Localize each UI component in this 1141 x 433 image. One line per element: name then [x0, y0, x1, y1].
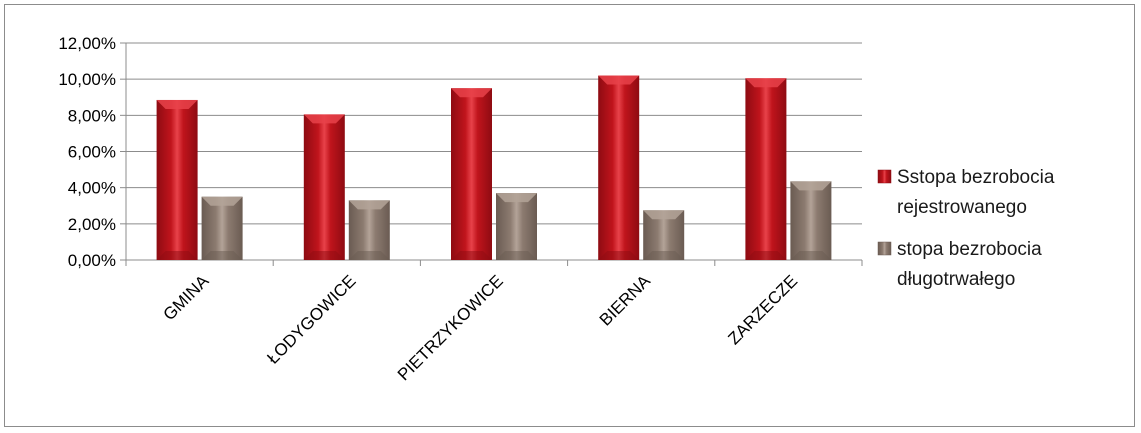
bar-chart: 0,00% 2,00% 4,00% 6,00% 8,00% 10,00% 12,00% GMI…: [58, 34, 1055, 384]
bar-body: [790, 181, 832, 260]
legend-entry-0: Sstopa bezrobocia rejestrowanego: [877, 167, 1055, 218]
bar-bevel-top: [643, 210, 685, 220]
bar-bevel-bottom: [598, 251, 640, 260]
bar-bevel-bottom: [303, 251, 345, 260]
legend-swatch: [877, 169, 892, 184]
y-tick-label: 8,00%: [68, 106, 116, 125]
bar-body: [201, 196, 243, 260]
y-tick-label: 2,00%: [68, 215, 116, 234]
bar-body: [303, 114, 345, 260]
y-tick-label: 4,00%: [68, 179, 116, 198]
y-tick-label: 10,00%: [58, 70, 116, 89]
bar-registered-1: [303, 114, 345, 260]
bar-bevel-top: [745, 78, 787, 88]
bar-body: [348, 200, 390, 260]
bar-bevel-top: [496, 193, 537, 203]
bar-bevel-bottom: [451, 251, 492, 260]
bar-bevel-top: [598, 75, 640, 85]
bars: [156, 75, 832, 261]
bar-body: [745, 78, 787, 260]
bar-bevel-top: [348, 200, 390, 210]
bar-bevel-bottom: [156, 251, 198, 260]
bar-registered-4: [745, 78, 787, 260]
axes: [120, 42, 863, 266]
bar-bevel-top: [201, 196, 243, 206]
bar-bevel-bottom: [496, 251, 537, 260]
bar-body: [496, 193, 537, 260]
bar-bevel-bottom: [790, 251, 832, 260]
bar-bevel-bottom: [348, 251, 390, 260]
bar-longterm-0: [201, 196, 243, 260]
bar-longterm-3: [643, 210, 685, 260]
bar-body: [156, 99, 198, 261]
x-tick-label: PIETRZYKOWICE: [394, 271, 507, 384]
x-tick-label: BIERNA: [596, 271, 655, 330]
bar-bevel-top: [451, 88, 492, 98]
bar-registered-3: [598, 75, 640, 260]
bar-bevel-bottom: [201, 251, 243, 260]
y-tick-label: 12,00%: [58, 34, 116, 53]
bar-registered-2: [451, 88, 492, 260]
legend: Sstopa bezrobocia rejestrowanego stopa bez…: [877, 167, 1055, 290]
bar-longterm-4: [790, 181, 832, 260]
x-tick-label: ZARZECZE: [724, 271, 801, 348]
bar-bevel-top: [303, 114, 345, 124]
y-tick-label: 6,00%: [68, 143, 116, 162]
bar-bevel-bottom: [643, 251, 685, 260]
legend-swatch: [877, 241, 892, 256]
bar-bevel-top: [156, 99, 198, 109]
bar-body: [598, 75, 640, 260]
x-tick-label: GMINA: [160, 271, 213, 324]
bar-bevel-bottom: [745, 251, 787, 260]
bar-registered-0: [156, 99, 198, 261]
bar-longterm-2: [496, 193, 537, 260]
legend-label: Sstopa bezrobocia rejestrowanego: [897, 167, 1055, 218]
chart-frame: 0,00% 2,00% 4,00% 6,00% 8,00% 10,00% 12,00% GMI…: [4, 4, 1135, 427]
bar-bevel-top: [790, 181, 832, 191]
y-tick-label: 0,00%: [68, 251, 116, 270]
x-tick-label: ŁODYGOWICE: [263, 271, 359, 367]
gridlines: [126, 42, 862, 225]
legend-entry-1: stopa bezrobocia długotrwałego: [877, 239, 1042, 290]
bar-body: [451, 88, 492, 260]
bar-longterm-1: [348, 200, 390, 260]
legend-label: stopa bezrobocia długotrwałego: [897, 239, 1042, 290]
